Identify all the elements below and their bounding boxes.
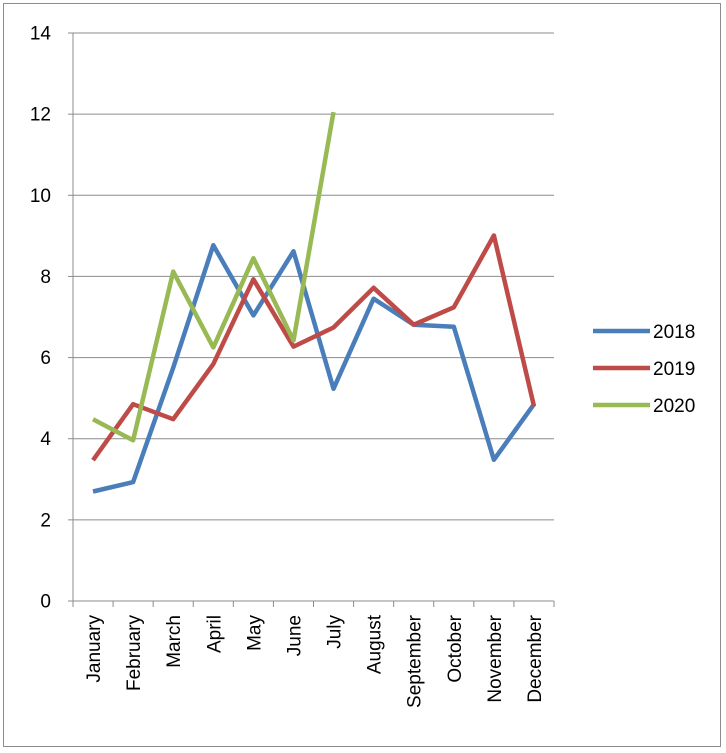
y-tick-label: 8: [40, 267, 51, 288]
x-tick-label: December: [525, 614, 546, 702]
series-line-2018: [92, 242, 536, 494]
y-tick-label: 2: [40, 510, 51, 531]
line-chart: 0 2 4 6 8 10 12 14 January February March April May…: [30, 24, 695, 708]
legend-label-2018: 2018: [653, 322, 695, 343]
y-tick-label: 4: [40, 429, 51, 450]
x-tick-label: July: [325, 615, 346, 649]
x-tick-label: May: [244, 615, 265, 651]
x-tick-label: March: [164, 615, 185, 668]
y-tick-labels: 0 2 4 6 8 10 12 14: [30, 24, 52, 613]
x-tick-label: August: [365, 614, 386, 674]
x-tick-label: April: [204, 615, 225, 653]
axes: [68, 32, 555, 607]
x-tick-label: November: [485, 614, 506, 702]
x-tick-label: October: [445, 614, 466, 682]
x-tick-label: September: [405, 614, 426, 708]
y-tick-label: 0: [40, 592, 51, 613]
series-lines: [91, 111, 537, 494]
x-tick-label: February: [124, 615, 145, 692]
legend: 2018 2019 2020: [593, 322, 695, 417]
x-tick-labels: January February March April May June July Augu…: [84, 614, 546, 708]
y-tick-label: 10: [30, 186, 51, 207]
series-line-2020: [91, 111, 336, 443]
y-tick-label: 6: [40, 348, 51, 369]
x-tick-label: January: [84, 615, 105, 683]
legend-label-2019: 2019: [653, 359, 695, 380]
y-tick-label: 12: [30, 105, 51, 126]
legend-label-2020: 2020: [653, 396, 695, 417]
series-line-2019: [91, 233, 537, 462]
x-tick-label: June: [284, 615, 305, 656]
y-tick-label: 14: [30, 24, 52, 45]
chart-frame: 0 2 4 6 8 10 12 14 January February March April May…: [3, 3, 721, 747]
